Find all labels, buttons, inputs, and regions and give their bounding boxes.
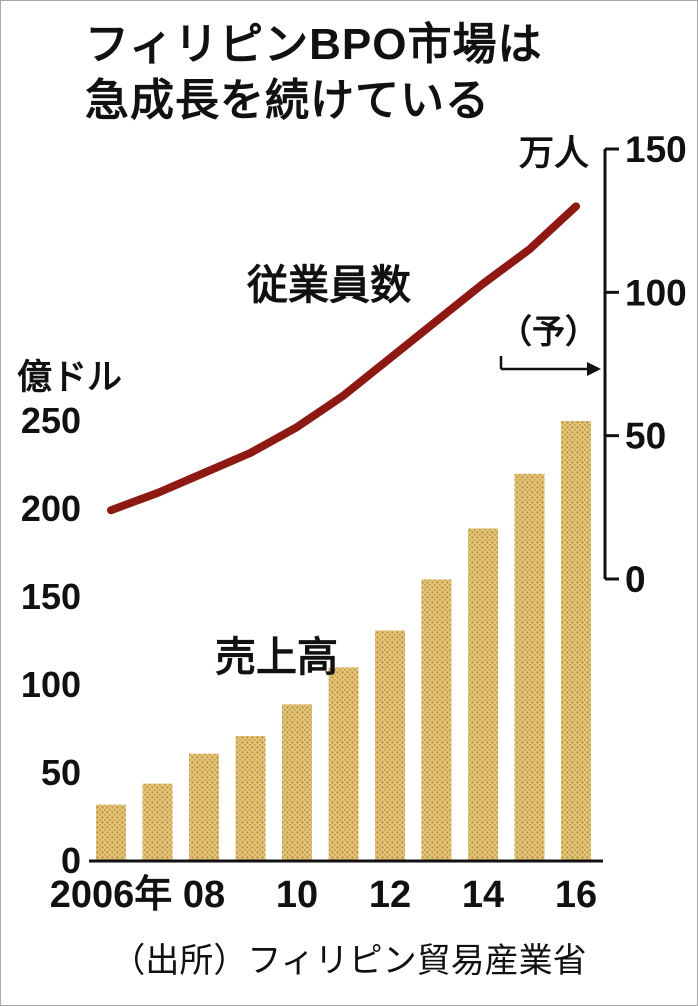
left-axis-tick-label: 150: [21, 576, 81, 617]
x-axis-tick-label: 14: [462, 874, 504, 916]
revenue-bar-2008: [189, 753, 219, 861]
revenue-bar-2009: [235, 736, 266, 861]
left-axis-tick-label: 50: [41, 752, 81, 793]
source-note: （出所）フィリピン貿易産業省: [111, 942, 587, 980]
x-axis-tick-label: 08: [183, 874, 225, 916]
revenue-bar-2013: [421, 579, 452, 861]
employees-series-label: 従業員数: [247, 262, 411, 308]
revenue-series-label: 売上高: [215, 634, 338, 680]
revenue-bar-2012: [375, 630, 405, 861]
chart-title: フィリピンBPO市場は 急成長を続けている: [85, 17, 542, 129]
forecast-arrow-head: [587, 362, 601, 376]
right-axis-tick-label: 50: [625, 416, 666, 457]
revenue-bar-2014: [468, 528, 498, 861]
chart-title-line2: 急成長を続けている: [85, 76, 490, 125]
employees-line: [107, 202, 580, 515]
left-axis-tick-label: 250: [21, 400, 81, 441]
right-axis-tick-label: 150: [625, 129, 687, 170]
right-axis-tick-label: 100: [625, 272, 687, 313]
revenue-bar-2006: [96, 804, 126, 861]
left-axis-tick-label: 200: [21, 488, 81, 529]
revenue-bar-2015: [514, 473, 545, 861]
chart-title-line1: フィリピンBPO市場は: [85, 20, 543, 69]
forecast-note: （予）: [499, 313, 598, 350]
x-axis-tick-label: 16: [555, 874, 597, 916]
revenue-bar-2007: [142, 783, 173, 861]
x-axis-tick-label: 10: [276, 874, 318, 916]
right-axis-unit-label: 万人: [519, 134, 590, 173]
revenue-bar-2016: [561, 421, 591, 861]
x-axis-tick-label: 2006年: [50, 874, 173, 916]
revenue-bar-2010: [282, 704, 312, 861]
left-axis-tick-label: 0: [61, 840, 81, 881]
left-axis-unit-label: 億ドル: [17, 358, 123, 397]
revenue-bar-2011: [328, 667, 359, 861]
left-axis-tick-label: 100: [21, 664, 81, 705]
right-axis-tick-label: 0: [625, 559, 646, 600]
x-axis-tick-label: 12: [369, 874, 411, 916]
